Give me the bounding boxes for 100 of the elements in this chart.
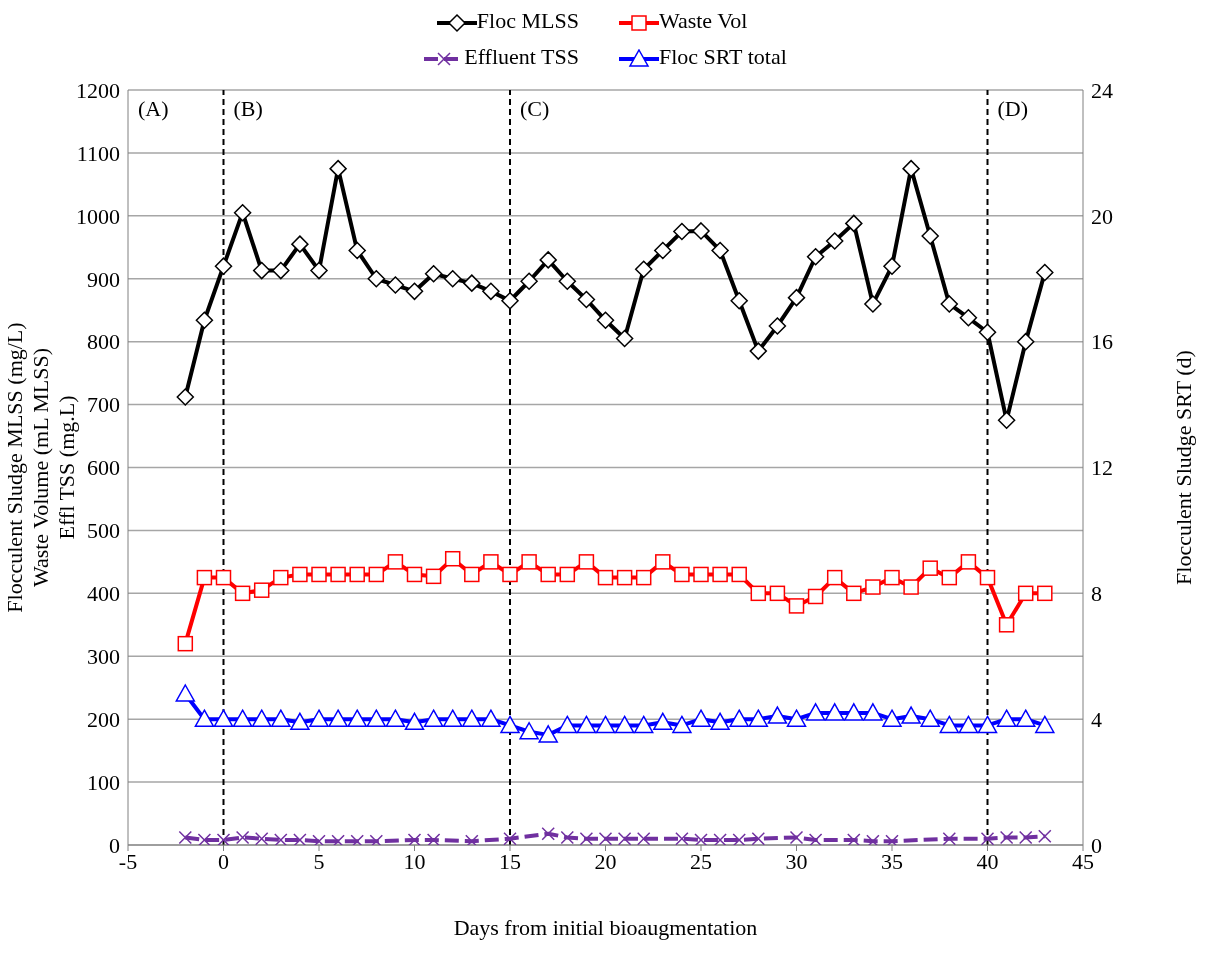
point — [482, 282, 500, 301]
point — [213, 709, 234, 727]
point — [865, 579, 881, 595]
point — [481, 709, 501, 727]
point — [538, 725, 558, 743]
point — [577, 290, 596, 309]
point — [635, 569, 652, 586]
legend-label: Floc MLSS — [476, 8, 579, 33]
x-tick-label: 30 — [785, 848, 808, 874]
point — [369, 834, 384, 845]
point — [426, 833, 441, 845]
y-tick-label: 1100 — [76, 140, 120, 166]
point — [405, 282, 424, 301]
legend-label: Effluent TSS — [464, 44, 579, 69]
point — [616, 569, 633, 586]
point — [996, 709, 1017, 727]
point — [560, 830, 575, 845]
point — [293, 833, 307, 845]
point — [559, 566, 576, 583]
point — [1016, 332, 1035, 351]
point — [349, 566, 365, 583]
point — [406, 566, 423, 583]
annotation: (D) — [997, 96, 1029, 122]
x-tick-label: 5 — [313, 848, 325, 874]
point — [922, 560, 938, 576]
point — [214, 257, 233, 275]
point — [826, 569, 843, 586]
point — [331, 834, 345, 845]
point — [598, 831, 613, 845]
point — [465, 834, 479, 845]
y2-tick-label: 8 — [1091, 581, 1102, 607]
point — [233, 203, 252, 222]
point — [750, 585, 767, 602]
x-tick-label: 10 — [403, 848, 426, 874]
point — [614, 715, 635, 734]
point — [673, 222, 691, 241]
y-tick-label: 900 — [87, 266, 120, 292]
point — [274, 833, 288, 845]
point — [941, 569, 958, 586]
y-tick-label: 500 — [87, 518, 120, 544]
x-tick-label: 20 — [594, 848, 617, 874]
point — [903, 579, 919, 595]
point — [1035, 715, 1055, 734]
point — [464, 566, 480, 583]
point — [1015, 709, 1036, 727]
point — [1037, 585, 1053, 602]
x-tick-label: 0 — [218, 848, 229, 874]
point — [539, 251, 557, 269]
y2-tick-label: 20 — [1091, 203, 1113, 229]
point — [1018, 830, 1033, 845]
point — [386, 276, 405, 294]
point — [732, 833, 746, 845]
point — [350, 834, 364, 845]
point — [691, 709, 711, 727]
point — [348, 241, 366, 260]
point — [330, 566, 346, 583]
point — [463, 274, 481, 292]
point — [999, 830, 1014, 845]
point — [997, 411, 1016, 430]
point — [882, 709, 902, 727]
point — [347, 709, 367, 727]
point — [1017, 585, 1034, 602]
annotation: (B) — [233, 96, 263, 122]
point — [980, 831, 995, 845]
y2-tick-label: 4 — [1091, 706, 1102, 732]
point — [387, 554, 404, 570]
point — [234, 585, 251, 602]
point — [807, 588, 824, 605]
point — [977, 715, 998, 734]
point — [866, 834, 880, 845]
point — [788, 598, 805, 614]
point — [196, 569, 213, 586]
point — [404, 712, 425, 731]
point — [442, 709, 463, 727]
point — [175, 684, 196, 702]
point — [443, 270, 462, 288]
point — [960, 554, 977, 570]
point — [636, 831, 651, 845]
point — [407, 833, 422, 845]
point — [425, 568, 442, 585]
point — [749, 342, 768, 360]
point — [197, 833, 212, 845]
y-tick-label: 300 — [87, 644, 120, 670]
point — [194, 709, 215, 727]
y2-axis-title: Flocculent Sludge SRT (d) — [1170, 350, 1196, 585]
point — [751, 831, 766, 845]
point — [310, 261, 328, 280]
point — [655, 554, 671, 570]
point — [845, 214, 863, 233]
point — [694, 833, 708, 845]
point — [595, 715, 616, 734]
y-tick-label: 0 — [109, 832, 120, 858]
y-tick-label: 100 — [87, 769, 120, 795]
point — [902, 159, 920, 178]
point — [329, 159, 347, 178]
point — [272, 261, 290, 280]
point — [633, 715, 654, 734]
point — [864, 295, 882, 313]
point — [921, 227, 939, 245]
point — [978, 323, 997, 341]
